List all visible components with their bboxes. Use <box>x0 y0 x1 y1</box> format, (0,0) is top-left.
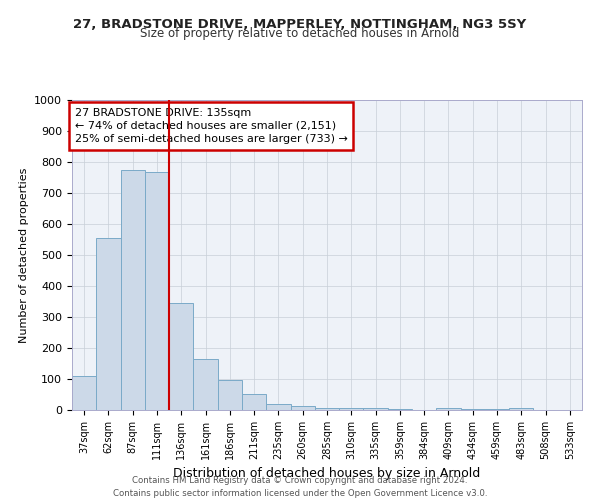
Bar <box>364 408 388 410</box>
Bar <box>461 409 485 410</box>
Bar <box>121 170 145 410</box>
Bar <box>169 303 193 410</box>
Bar <box>436 408 461 410</box>
Bar <box>145 172 169 410</box>
Text: 27, BRADSTONE DRIVE, MAPPERLEY, NOTTINGHAM, NG3 5SY: 27, BRADSTONE DRIVE, MAPPERLEY, NOTTINGH… <box>73 18 527 30</box>
Bar <box>509 408 533 410</box>
Text: Contains HM Land Registry data © Crown copyright and database right 2024.
Contai: Contains HM Land Registry data © Crown c… <box>113 476 487 498</box>
Bar <box>290 406 315 410</box>
Bar <box>242 394 266 410</box>
Bar <box>266 404 290 410</box>
Y-axis label: Number of detached properties: Number of detached properties <box>19 168 29 342</box>
Bar <box>96 238 121 410</box>
Bar <box>388 409 412 410</box>
Bar <box>485 409 509 410</box>
Bar <box>72 376 96 410</box>
Bar <box>339 408 364 410</box>
Bar <box>315 408 339 410</box>
Text: 27 BRADSTONE DRIVE: 135sqm
← 74% of detached houses are smaller (2,151)
25% of s: 27 BRADSTONE DRIVE: 135sqm ← 74% of deta… <box>74 108 347 144</box>
X-axis label: Distribution of detached houses by size in Arnold: Distribution of detached houses by size … <box>173 468 481 480</box>
Text: Size of property relative to detached houses in Arnold: Size of property relative to detached ho… <box>140 28 460 40</box>
Bar <box>218 380 242 410</box>
Bar <box>193 360 218 410</box>
